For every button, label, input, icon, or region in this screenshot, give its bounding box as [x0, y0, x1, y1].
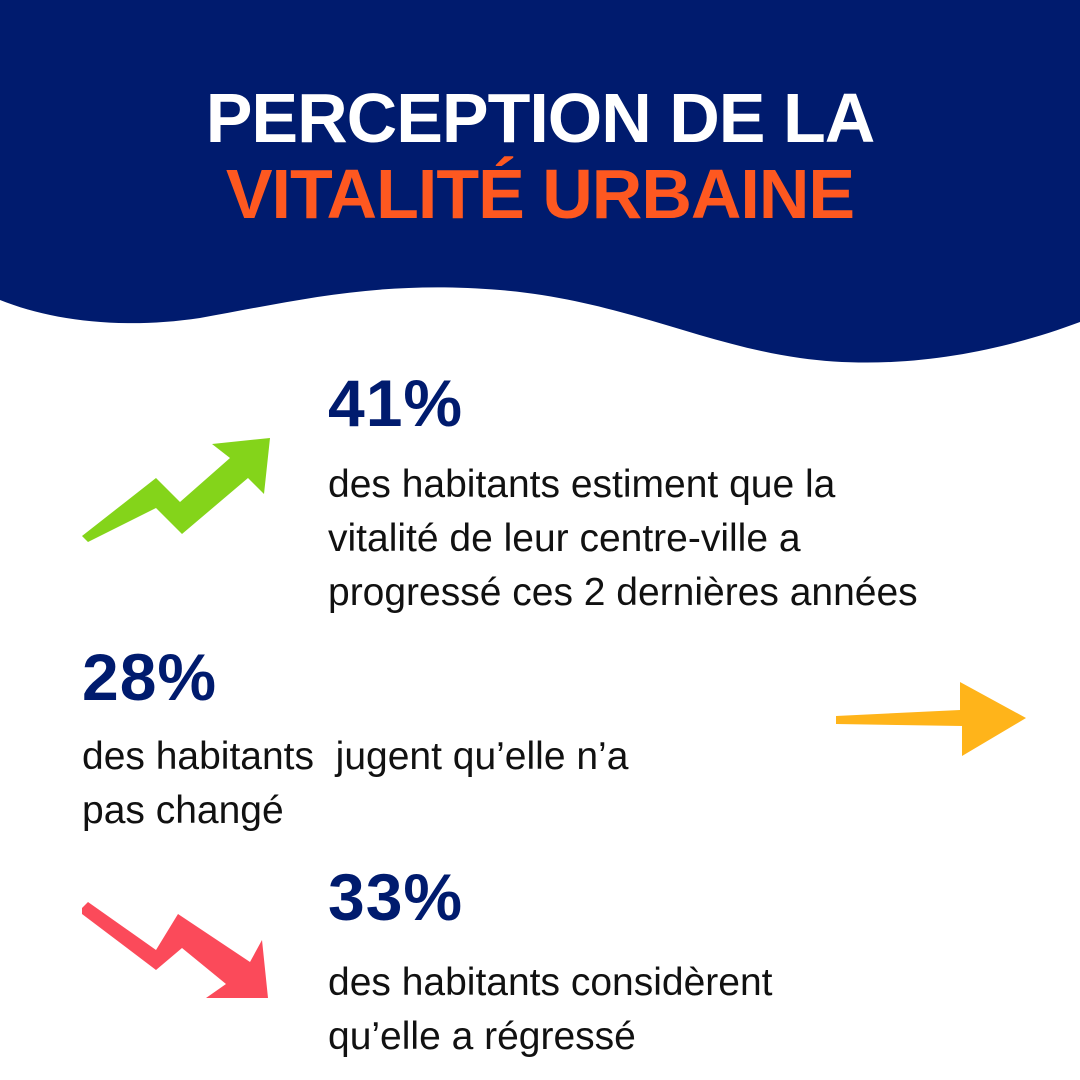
stat-progressed: 41% des habitants estiment que la vitali…: [328, 368, 1048, 620]
header-wave-shape: [0, 0, 1080, 363]
flat-arrow-icon: [836, 682, 1026, 756]
stat-unchanged-description: des habitants jugent qu’elle n’a pas cha…: [82, 735, 629, 832]
stat-progressed-value: 41%: [328, 366, 464, 440]
stat-unchanged-value: 28%: [82, 640, 218, 714]
header-background: [0, 0, 1080, 363]
stat-regressed-description: des habitants considèrent qu’elle a régr…: [328, 961, 773, 1058]
stat-progressed-description: des habitants estiment que la vitalité d…: [328, 463, 918, 614]
stat-regressed: 33% des habitants considèrent qu’elle a …: [328, 862, 1048, 1064]
stat-regressed-value: 33%: [328, 860, 464, 934]
page-title-line-2: VITALITÉ URBAINE: [225, 155, 855, 233]
trend-down-arrow-icon: [82, 902, 268, 998]
stat-unchanged: 28% des habitants jugent qu’elle n’a pas…: [82, 642, 802, 838]
page-title-line-1: PERCEPTION DE LA: [205, 79, 876, 157]
trend-up-arrow-icon: [82, 438, 270, 542]
